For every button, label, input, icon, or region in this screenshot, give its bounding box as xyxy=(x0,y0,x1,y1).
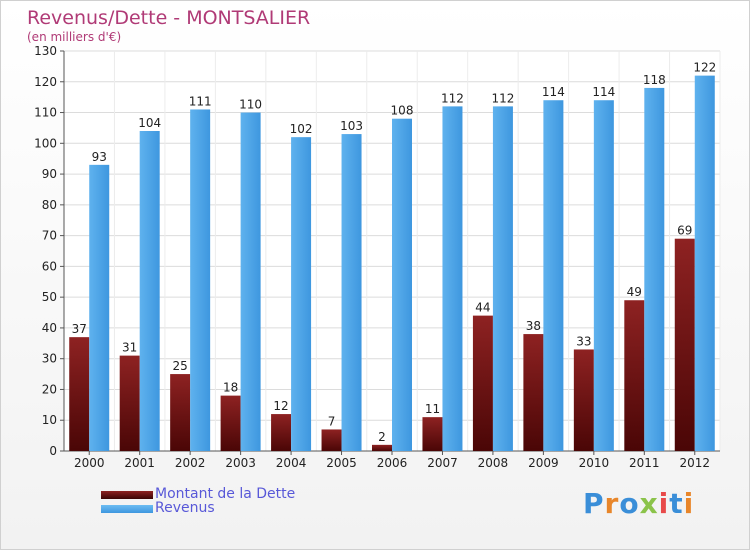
logo-letter: i xyxy=(658,487,670,520)
value-label-revenus: 111 xyxy=(189,94,212,108)
bar-revenus xyxy=(593,100,614,451)
bar-dette xyxy=(271,414,292,451)
value-label-dette: 37 xyxy=(72,322,87,336)
x-tick-label: 2007 xyxy=(427,456,458,470)
bar-revenus xyxy=(240,112,261,452)
value-label-revenus: 102 xyxy=(290,122,313,136)
bar-dette xyxy=(472,315,493,451)
bar-dette xyxy=(170,374,191,451)
value-label-revenus: 104 xyxy=(138,116,161,130)
bar-dette xyxy=(674,238,695,451)
value-label-dette: 25 xyxy=(173,359,188,373)
bar-dette xyxy=(321,429,342,451)
logo-letter: P xyxy=(583,487,605,520)
proxiti-logo: Proxiti xyxy=(583,487,694,520)
bar-dette xyxy=(624,300,645,451)
value-label-revenus: 114 xyxy=(542,85,565,99)
x-tick-label: 2005 xyxy=(326,456,357,470)
x-tick-label: 2004 xyxy=(276,456,307,470)
bar-revenus xyxy=(392,118,412,451)
value-label-dette: 44 xyxy=(475,301,490,315)
bar-dette xyxy=(573,349,594,451)
y-tick-label: 20 xyxy=(42,382,57,396)
value-label-revenus: 93 xyxy=(92,150,107,164)
value-label-revenus: 112 xyxy=(441,91,464,105)
value-label-dette: 38 xyxy=(526,319,541,333)
bar-revenus xyxy=(89,164,110,451)
chart-subtitle: (en milliers d'€) xyxy=(27,30,122,44)
y-tick-label: 80 xyxy=(42,198,57,212)
value-label-revenus: 114 xyxy=(592,85,615,99)
bar-revenus xyxy=(341,134,362,452)
value-label-revenus: 110 xyxy=(239,98,262,112)
value-label-dette: 49 xyxy=(627,285,642,299)
x-tick-label: 2009 xyxy=(528,456,559,470)
value-label-dette: 2 xyxy=(378,430,386,444)
x-tick-label: 2003 xyxy=(225,456,256,470)
y-tick-label: 60 xyxy=(42,259,57,273)
chart-title: Revenus/Dette - MONTSALIER xyxy=(27,7,311,29)
bar-dette xyxy=(372,444,392,451)
value-label-dette: 31 xyxy=(122,341,137,355)
x-tick-label: 2002 xyxy=(175,456,206,470)
logo-letter: x xyxy=(639,487,659,520)
y-tick-label: 40 xyxy=(42,321,57,335)
y-tick-label: 130 xyxy=(34,44,57,58)
legend-label-dette: Montant de la Dette xyxy=(155,486,296,502)
bar-revenus xyxy=(139,131,160,451)
value-label-dette: 18 xyxy=(223,381,238,395)
x-tick-label: 2011 xyxy=(629,456,660,470)
y-tick-label: 100 xyxy=(34,136,57,150)
value-label-revenus: 122 xyxy=(693,61,716,75)
value-label-dette: 33 xyxy=(576,334,591,348)
x-tick-label: 2012 xyxy=(679,456,710,470)
value-label-revenus: 108 xyxy=(391,104,414,118)
y-tick-label: 110 xyxy=(34,106,57,120)
bar-revenus xyxy=(291,137,312,451)
bar-dette xyxy=(69,337,90,451)
bar-revenus xyxy=(694,75,715,451)
value-label-revenus: 103 xyxy=(340,119,363,133)
y-tick-label: 50 xyxy=(42,290,57,304)
value-label-revenus: 112 xyxy=(491,91,514,105)
x-tick-label: 2000 xyxy=(74,456,105,470)
y-tick-label: 90 xyxy=(42,167,57,181)
x-tick-label: 2006 xyxy=(377,456,408,470)
logo-letter: o xyxy=(619,487,640,520)
bar-revenus xyxy=(190,109,211,451)
x-tick-label: 2010 xyxy=(579,456,610,470)
y-tick-label: 10 xyxy=(42,413,57,427)
bar-dette xyxy=(422,417,443,451)
x-tick-label: 2001 xyxy=(124,456,155,470)
bar-revenus xyxy=(644,87,665,451)
bar-dette xyxy=(119,355,140,451)
y-tick-label: 70 xyxy=(42,229,57,243)
bar-dette xyxy=(523,334,544,451)
bar-revenus xyxy=(442,106,463,451)
y-tick-label: 0 xyxy=(49,444,57,458)
logo-letter: i xyxy=(683,487,695,520)
legend-swatch-dette xyxy=(101,491,153,499)
value-label-dette: 69 xyxy=(677,224,692,238)
x-tick-label: 2008 xyxy=(478,456,509,470)
y-tick-label: 30 xyxy=(42,352,57,366)
logo-letter: r xyxy=(604,487,620,520)
value-label-dette: 11 xyxy=(425,402,440,416)
legend-label-revenus: Revenus xyxy=(155,500,215,516)
value-label-dette: 7 xyxy=(328,414,336,428)
legend-swatch-revenus xyxy=(101,505,153,513)
bar-revenus xyxy=(492,106,513,451)
bar-revenus xyxy=(543,100,564,451)
bar-dette xyxy=(220,395,241,451)
value-label-dette: 12 xyxy=(273,399,288,413)
value-label-revenus: 118 xyxy=(643,73,666,87)
y-tick-label: 120 xyxy=(34,75,57,89)
logo-letter: t xyxy=(669,487,684,520)
